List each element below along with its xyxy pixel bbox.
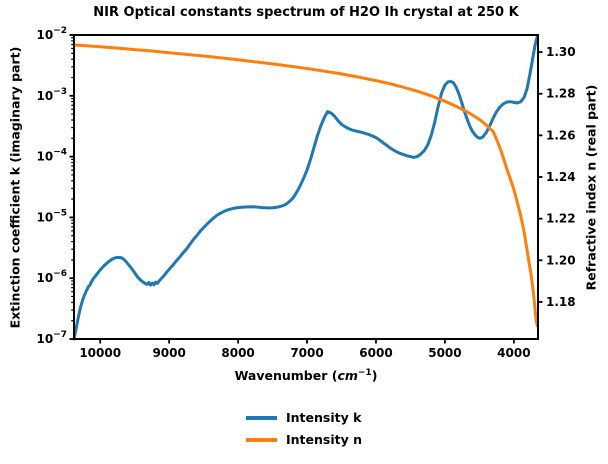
x-tick-label: 4000 (497, 346, 530, 360)
y-axis-label-right: Refractive index n (real part) (583, 84, 599, 291)
y-left-tick-label: 10−4 (36, 148, 67, 164)
y-left-tick-label: 10−5 (36, 208, 67, 224)
y-right-tick-label: 1.24 (546, 170, 576, 184)
legend-line-k-icon (245, 415, 277, 420)
y-right-tick-label: 1.26 (546, 128, 576, 142)
legend-item-k: Intensity k (245, 409, 362, 426)
legend-box: Intensity k Intensity n (245, 409, 362, 448)
x-axis-label: Wavenumber (cm−1) (74, 368, 538, 383)
y-right-tick-label: 1.20 (546, 253, 576, 267)
x-tick-label: 8000 (221, 346, 254, 360)
x-tick-label: 9000 (152, 346, 185, 360)
y-left-tick-label: 10−7 (36, 330, 67, 346)
x-axis-label-prefix: Wavenumber ( (234, 368, 338, 383)
legend-item-n: Intensity n (245, 431, 362, 448)
legend: Intensity k Intensity n (0, 409, 608, 448)
y-left-tick-label: 10−3 (36, 87, 67, 103)
legend-label-k: Intensity k (285, 410, 362, 425)
x-tick-label: 6000 (359, 346, 392, 360)
y-axis-label-left: Extinction coefficient k (imaginary part… (7, 46, 23, 329)
x-axis-label-exponent: −1 (357, 367, 372, 378)
x-tick-label: 10000 (79, 346, 121, 360)
y-right-tick-label: 1.18 (546, 295, 576, 309)
k-curve (72, 34, 539, 341)
y-left-tick-label: 10−2 (36, 26, 67, 42)
y-right-tick-label: 1.22 (546, 212, 576, 226)
legend-label-n: Intensity n (285, 432, 362, 447)
y-right-tick-label: 1.28 (546, 87, 576, 101)
x-axis-label-unit: cm (337, 368, 358, 383)
y-right-tick-label: 1.30 (546, 45, 576, 59)
x-tick-label: 7000 (290, 346, 323, 360)
legend-line-n-icon (245, 437, 277, 442)
plot-title: NIR Optical constants spectrum of H2O Ih… (93, 5, 519, 20)
y-left-tick-label: 10−6 (36, 269, 67, 285)
n-curve (72, 43, 539, 328)
x-axis-label-suffix: ) (371, 368, 378, 383)
axes-frame (73, 34, 539, 340)
x-tick-label: 5000 (428, 346, 461, 360)
